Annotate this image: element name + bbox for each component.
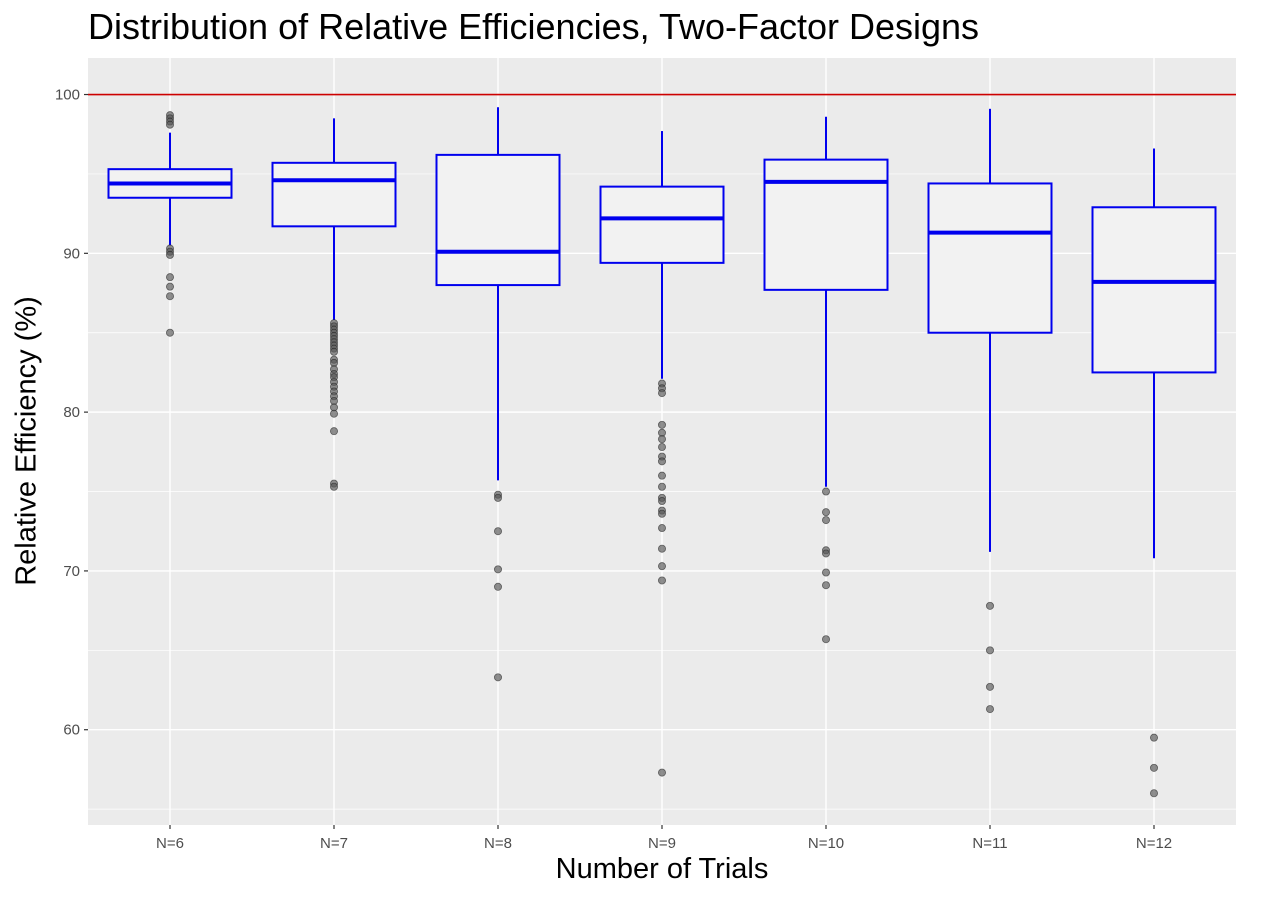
x-tick-label: N=8 [484,835,512,852]
outlier-point [493,527,502,536]
outlier-point [658,544,667,553]
outlier-point [658,768,667,777]
outlier-point [986,646,995,655]
y-axis-ticks: 60 70 80 90 100 [55,87,88,739]
outlier-point [493,565,502,574]
x-tick-label: N=7 [320,835,348,852]
x-tick-label: N=6 [156,835,184,852]
iqr-box [1091,206,1217,374]
y-tick-label: 70 [63,563,80,580]
x-axis-title: Number of Trials [555,853,769,885]
boxplot-n6 [107,111,233,337]
outlier-point [658,576,667,585]
outlier-point [329,347,338,356]
boxplot-n7 [271,118,397,491]
outlier-point [822,568,831,577]
outlier-point [493,493,502,502]
outlier-point [658,420,667,429]
y-axis-title: Relative Efficiency (%) [10,296,43,586]
boxplots [107,107,1217,798]
y-tick-label: 90 [63,245,80,262]
outlier-point [822,487,831,496]
outlier-point [822,549,831,558]
outlier-point [986,705,995,714]
outlier-point [329,427,338,436]
outlier-point [493,582,502,591]
y-tick-label: 100 [55,87,80,104]
outlier-point [658,482,667,491]
x-tick-label: N=10 [808,835,844,852]
outlier-point [329,482,338,491]
outlier-point [658,389,667,398]
outlier-point [165,328,174,337]
outlier-point [986,682,995,691]
outlier-point [493,673,502,682]
iqr-box [599,185,725,264]
outlier-point [658,509,667,518]
outlier-point [658,443,667,452]
x-tick-label: N=9 [648,835,676,852]
major-gridlines [88,58,1236,825]
outlier-point [1150,733,1159,742]
outlier-point [165,282,174,291]
iqr-box [927,182,1053,334]
outlier-point [986,601,995,610]
x-tick-label: N=12 [1136,835,1172,852]
outlier-point [658,562,667,571]
iqr-box [435,153,561,287]
boxplot-n8 [435,107,561,682]
outlier-point [165,120,174,129]
y-tick-label: 80 [63,404,80,421]
outlier-point [165,250,174,259]
outlier-point [822,581,831,590]
outlier-point [658,457,667,466]
x-axis-ticks: N=6 N=7 N=8 N=9 N=10 N=11 N=12 [156,825,1172,852]
outlier-point [822,635,831,644]
boxplot-n11 [927,108,1053,714]
outlier-point [658,497,667,506]
y-tick-label: 60 [63,722,80,739]
boxplot-n12 [1091,148,1217,798]
outlier-point [822,516,831,525]
outlier-point [165,273,174,282]
iqr-box [271,161,397,228]
iqr-box [763,158,889,291]
boxplot-n9 [599,131,725,777]
outlier-point [165,292,174,301]
outlier-point [329,409,338,418]
outlier-point [1150,763,1159,772]
boxplot-n10 [763,116,889,644]
outlier-point [658,471,667,480]
outlier-point [658,435,667,444]
outlier-point [822,508,831,517]
x-tick-label: N=11 [972,835,1007,852]
outlier-point [658,524,667,533]
chart-title: Distribution of Relative Efficiencies, T… [88,6,980,47]
outlier-point [1150,789,1159,798]
